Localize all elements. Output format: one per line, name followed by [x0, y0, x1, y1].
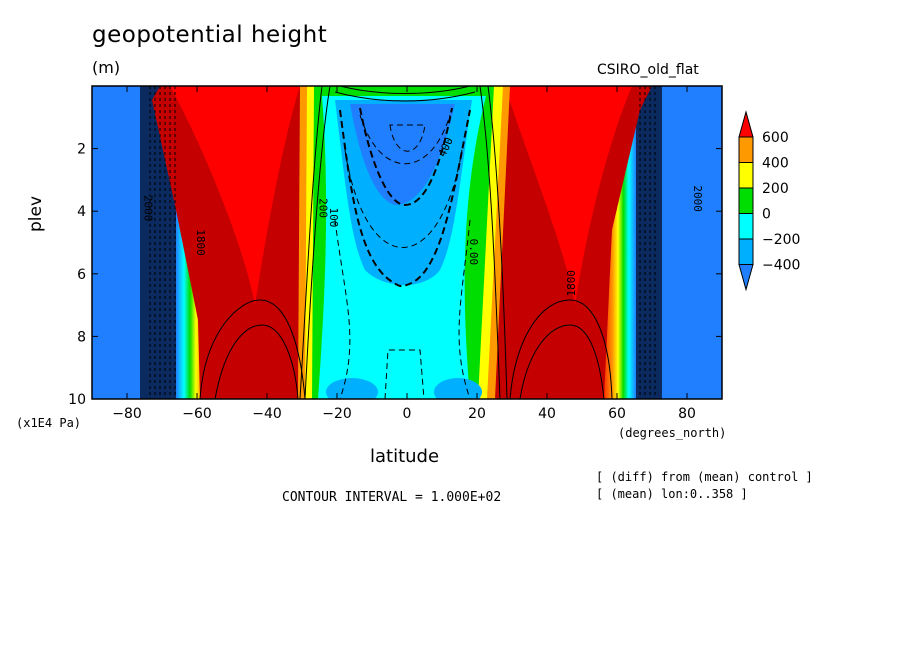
y-axis: 2 4 6 8 10: [68, 142, 722, 408]
contour-label: 1800: [565, 270, 578, 297]
colorbar-segment: [738, 162, 754, 189]
x-tick-label: −40: [252, 406, 282, 422]
y-tick-label: 2: [77, 142, 86, 158]
note-diff: [ (diff) from (mean) control ]: [596, 470, 813, 484]
y-axis-units: (x1E4 Pa): [16, 416, 82, 430]
x-axis: −80 −60 −40 −20 0 20 40 60 80: [112, 86, 696, 422]
x-tick-label: 20: [468, 406, 486, 422]
contour-label: 1800: [194, 229, 207, 256]
figure-units: (m): [92, 58, 121, 77]
note-mean: [ (mean) lon:0..358 ]: [596, 487, 748, 501]
colorbar-arrow-top: [738, 110, 754, 138]
contour-label: 2000: [142, 195, 155, 222]
x-tick-label: −80: [112, 406, 142, 422]
y-axis-label: plev: [26, 195, 46, 232]
colorbar-label: 200: [762, 181, 789, 197]
figure-title: geopotential height: [92, 22, 328, 48]
colorbar-segment: [738, 238, 754, 265]
colorbar-label: −200: [762, 232, 800, 248]
x-tick-label: −60: [182, 406, 212, 422]
x-tick-label: 40: [538, 406, 556, 422]
y-tick-label: 4: [77, 204, 86, 220]
colorbar-segment: [738, 213, 754, 240]
colorbar: 600 400 200 0 −200 −400: [738, 110, 800, 292]
y-tick-label: 6: [77, 267, 86, 283]
x-axis-label: latitude: [370, 446, 440, 467]
colorbar-label: 600: [762, 130, 789, 146]
x-axis-units: (degrees_north): [618, 426, 727, 440]
model-name: CSIRO_old_flat: [597, 62, 699, 78]
x-tick-label: −20: [322, 406, 352, 422]
y-tick-label: 10: [68, 392, 86, 408]
contour-field: [92, 86, 722, 399]
contour-label: 200: [317, 198, 330, 218]
x-tick-label: 0: [403, 406, 412, 422]
contour-interval: CONTOUR INTERVAL = 1.000E+02: [282, 490, 502, 505]
y-tick-label: 8: [77, 329, 86, 345]
colorbar-label: −400: [762, 258, 800, 274]
colorbar-label: 400: [762, 156, 789, 172]
colorbar-segment: [738, 187, 754, 214]
colorbar-label: 0: [762, 207, 771, 223]
x-tick-label: 80: [678, 406, 696, 422]
contour-label: 0.00: [467, 239, 480, 266]
colorbar-arrow-bottom: [738, 264, 754, 292]
colorbar-segment: [738, 136, 754, 163]
x-tick-label: 60: [608, 406, 626, 422]
contour-label: 100: [327, 208, 340, 228]
contour-label: 2000: [691, 185, 704, 212]
